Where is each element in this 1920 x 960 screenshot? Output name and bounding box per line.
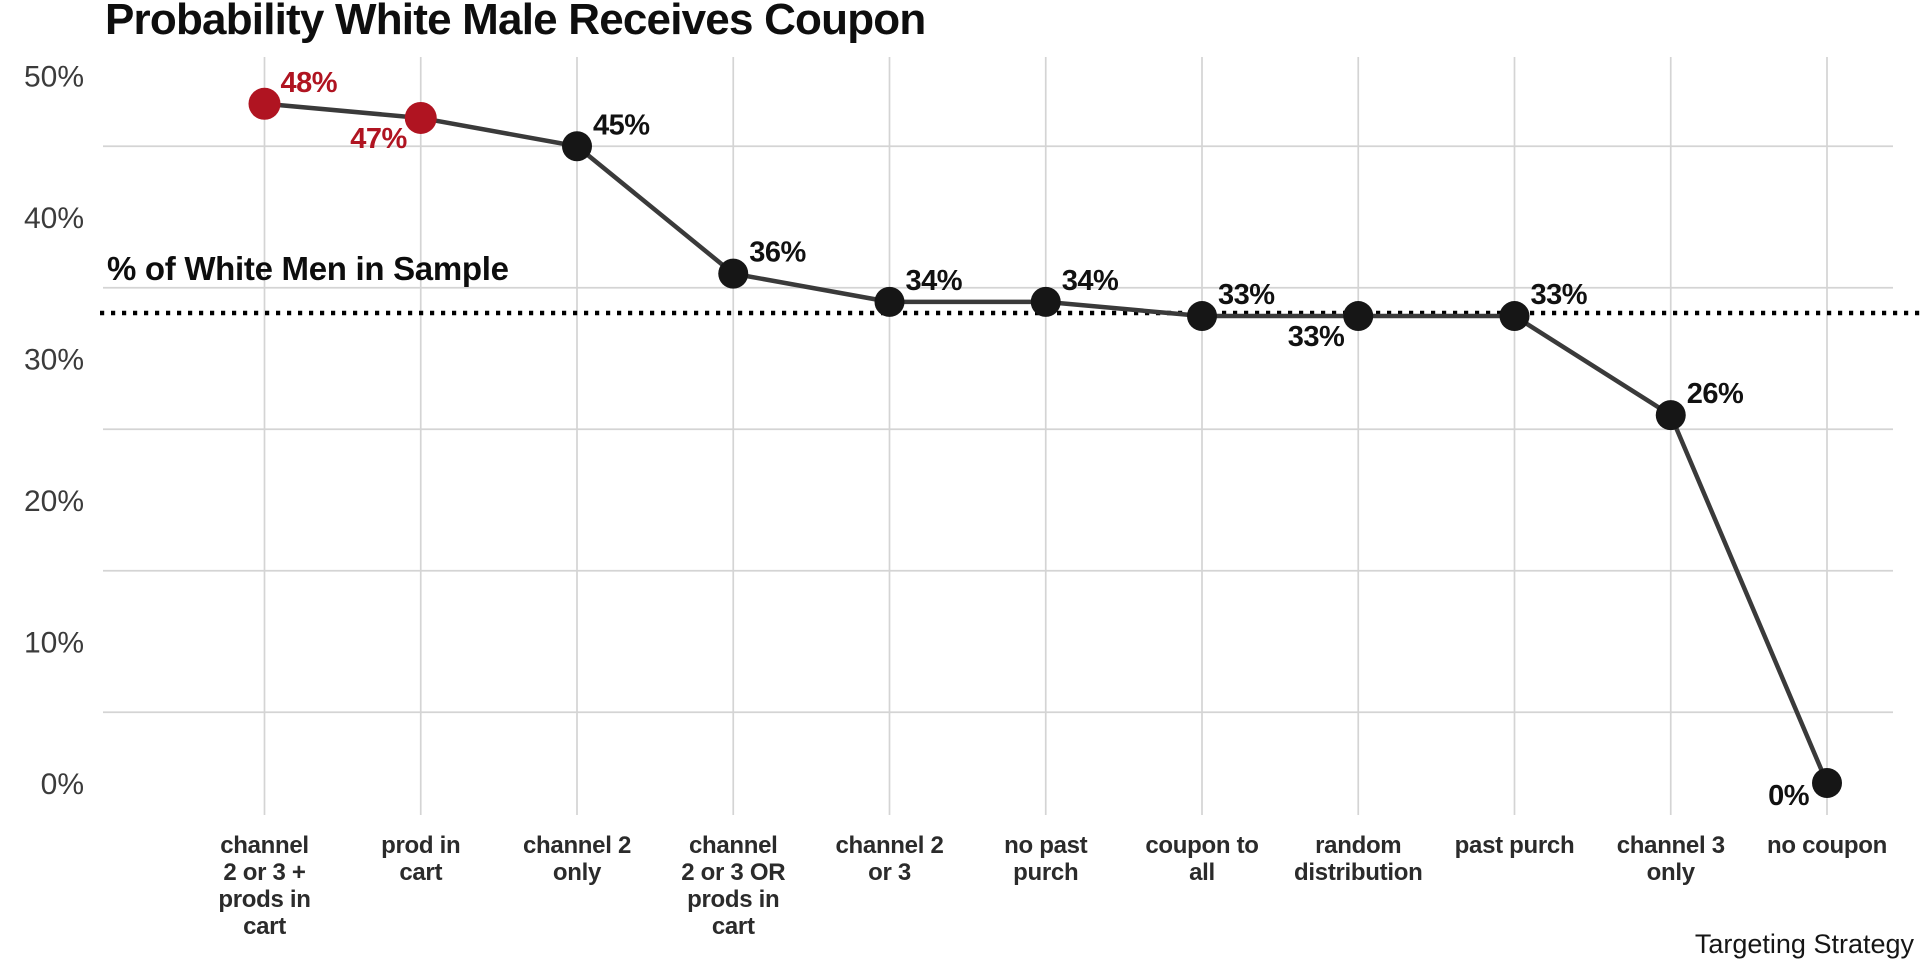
data-point-label: 34% [1062,265,1119,297]
y-tick-label: 10% [24,627,84,660]
data-point [874,286,905,317]
y-tick-label: 30% [24,344,84,377]
data-point-label: 47% [350,123,407,155]
data-point [248,87,281,120]
data-point-label: 26% [1687,378,1744,410]
x-tick-label: no coupon [1767,832,1887,859]
data-point [1343,301,1374,332]
x-tick-label: past purch [1454,832,1575,859]
data-point [1655,400,1686,431]
data-point [1812,768,1842,798]
x-tick-label: random distribution [1294,832,1423,886]
data-point-label: 33% [1531,279,1588,311]
data-point-label: 48% [281,67,338,99]
x-tick-label: channel 2 or 3 OR prods in cart [681,832,786,940]
data-point-label: 0% [1768,780,1810,812]
data-point-label: 33% [1288,321,1345,353]
x-tick-label: prod in cart [381,832,461,886]
chart-title: Probability White Male Receives Coupon [105,0,926,44]
data-point [562,131,592,162]
x-tick-label: channel 2 only [522,832,631,886]
x-tick-label: channel 3 only [1616,832,1725,886]
y-tick-label: 50% [24,61,84,94]
x-tick-label: channel 2 or 3 + prods in cart [218,832,311,940]
x-tick-label: no past purch [1004,832,1088,886]
x-tick-label: coupon to all [1145,832,1259,886]
y-tick-label: 20% [24,485,84,518]
data-point-label: 45% [593,109,650,141]
reference-line-label: % of White Men in Sample [107,250,509,287]
data-point [1030,286,1061,317]
data-point [718,258,749,289]
data-point-label: 34% [906,265,963,297]
data-point [404,101,437,134]
data-point-label: 36% [749,237,806,269]
x-tick-label: channel 2 or 3 [835,832,944,886]
data-point [1499,301,1530,332]
data-point [1187,301,1217,332]
data-point-label: 33% [1218,279,1275,311]
y-tick-label: 0% [41,768,84,801]
x-axis-title: Targeting Strategy [1694,929,1914,959]
y-tick-label: 40% [24,202,84,235]
